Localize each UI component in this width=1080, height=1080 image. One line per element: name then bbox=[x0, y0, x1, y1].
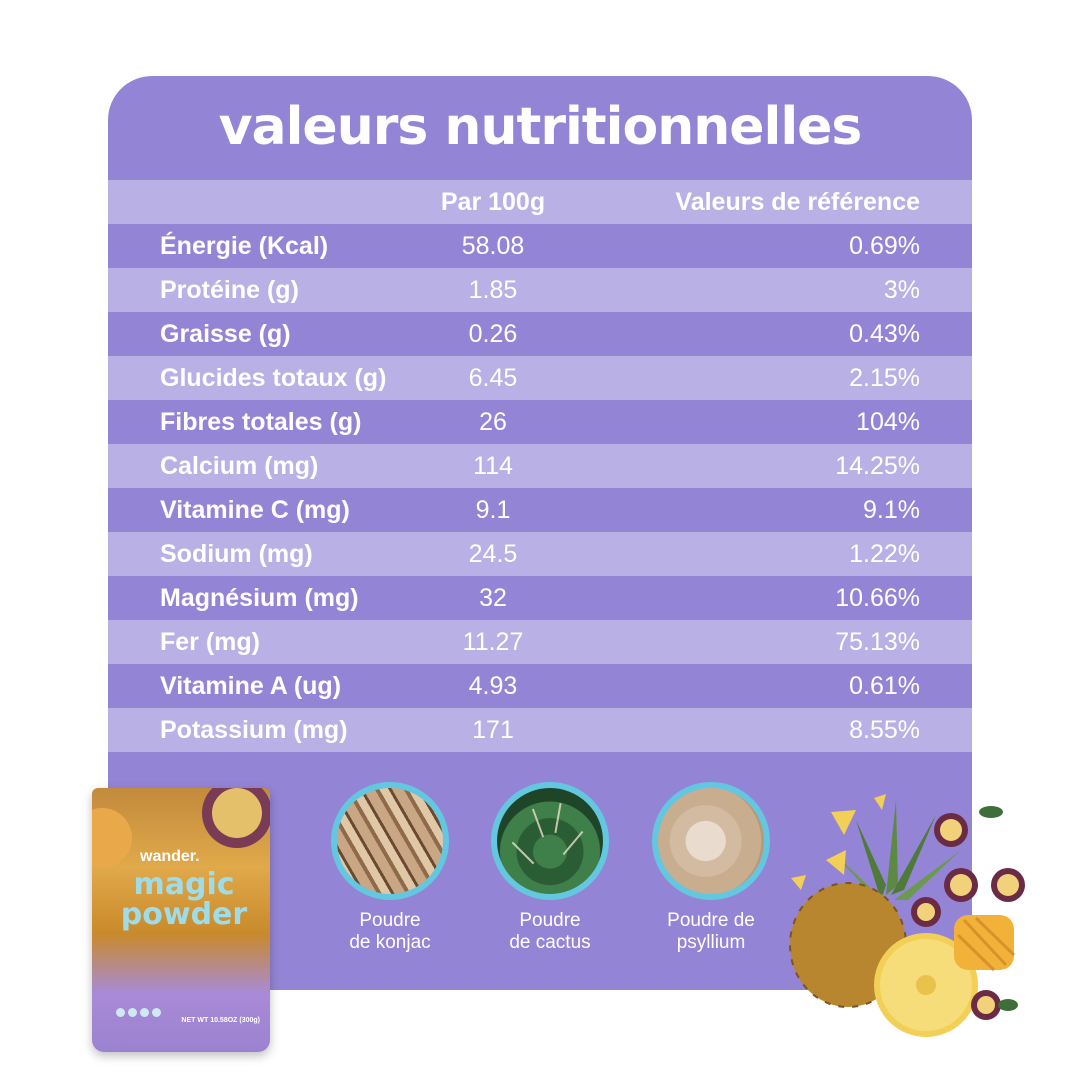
nutrient-reference: 3% bbox=[883, 276, 920, 304]
nutrient-reference: 1.22% bbox=[849, 540, 920, 568]
fruit-illustration bbox=[789, 794, 1025, 1037]
nutrient-name: Vitamine A (ug) bbox=[160, 672, 342, 700]
ingredient-label-line2: de cactus bbox=[509, 932, 591, 953]
ingredient-label-line1: Poudre bbox=[359, 910, 421, 931]
table-row: Magnésium (mg) 32 10.66% bbox=[108, 576, 972, 620]
table-row: Glucides totaux (g) 6.45 2.15% bbox=[108, 356, 972, 400]
package-net-weight: NET WT 10.58OZ (300g) bbox=[181, 1017, 260, 1024]
nutrient-reference: 0.43% bbox=[849, 320, 920, 348]
nutrient-reference: 104% bbox=[856, 408, 920, 436]
nutrient-name: Énergie (Kcal) bbox=[160, 232, 329, 260]
table-row: Protéine (g) 1.85 3% bbox=[108, 268, 972, 312]
table-row: Vitamine A (ug) 4.93 0.61% bbox=[108, 664, 972, 708]
nutrient-reference: 0.69% bbox=[849, 232, 920, 260]
package-name-line1: magic bbox=[133, 867, 235, 902]
ingredient-label: Poudre de cactus bbox=[485, 910, 615, 954]
package-brand: wander. bbox=[140, 848, 200, 865]
konjac-icon bbox=[331, 782, 449, 900]
table-row: Vitamine C (mg) 9.1 9.1% bbox=[108, 488, 972, 532]
nutrient-name: Sodium (mg) bbox=[160, 540, 313, 568]
nutrient-reference: 10.66% bbox=[835, 584, 920, 612]
package-name-line2: powder bbox=[120, 897, 248, 932]
ingredient-konjac: Poudre de konjac bbox=[325, 782, 455, 954]
package-icons bbox=[116, 1004, 164, 1022]
ingredient-label: Poudre de konjac bbox=[325, 910, 455, 954]
table-row: Calcium (mg) 114 14.25% bbox=[108, 444, 972, 488]
ingredient-psyllium: Poudre de psyllium bbox=[646, 782, 776, 954]
nutrient-name: Magnésium (mg) bbox=[160, 584, 359, 612]
nutrient-value: 4.93 bbox=[468, 672, 518, 700]
nutrient-reference: 14.25% bbox=[835, 452, 920, 480]
nutrient-value: 9.1 bbox=[475, 496, 511, 524]
ingredient-label-line2: psyllium bbox=[676, 932, 746, 953]
table-row: Fibres totales (g) 26 104% bbox=[108, 400, 972, 444]
nutrient-value: 1.85 bbox=[468, 276, 518, 304]
nutrient-reference: 0.61% bbox=[849, 672, 920, 700]
package-name: magic powder bbox=[104, 870, 264, 930]
ingredient-label: Poudre de psyllium bbox=[646, 910, 776, 954]
nutrient-name: Potassium (mg) bbox=[160, 716, 348, 744]
header-reference: Valeurs de référence bbox=[675, 188, 920, 216]
product-package: wander. magic powder NET WT 10.58OZ (300… bbox=[92, 788, 270, 1052]
table-row: Énergie (Kcal) 58.08 0.69% bbox=[108, 224, 972, 268]
nutrition-table: Par 100g Valeurs de référence Énergie (K… bbox=[108, 180, 972, 752]
nutrient-name: Graisse (g) bbox=[160, 320, 291, 348]
ingredient-label-line2: de konjac bbox=[349, 932, 431, 953]
nutrient-value: 58.08 bbox=[461, 232, 525, 260]
nutrient-value: 26 bbox=[479, 408, 507, 436]
nutrient-value: 0.26 bbox=[468, 320, 518, 348]
table-row: Graisse (g) 0.26 0.43% bbox=[108, 312, 972, 356]
table-row: Sodium (mg) 24.5 1.22% bbox=[108, 532, 972, 576]
nutrient-reference: 75.13% bbox=[835, 628, 920, 656]
ingredient-label-line1: Poudre de bbox=[667, 910, 755, 931]
nutrient-reference: 2.15% bbox=[849, 364, 920, 392]
nutrient-name: Protéine (g) bbox=[160, 276, 299, 304]
nutrient-value: 11.27 bbox=[462, 628, 524, 656]
nutrient-reference: 8.55% bbox=[849, 716, 920, 744]
nutrient-name: Calcium (mg) bbox=[160, 452, 319, 480]
psyllium-icon bbox=[652, 782, 770, 900]
table-row: Potassium (mg) 171 8.55% bbox=[108, 708, 972, 752]
nutrient-name: Fer (mg) bbox=[160, 628, 260, 656]
nutrient-name: Vitamine C (mg) bbox=[160, 496, 350, 524]
nutrient-value: 24.5 bbox=[468, 540, 518, 568]
ingredient-label-line1: Poudre bbox=[519, 910, 581, 931]
nutrient-name: Fibres totales (g) bbox=[160, 408, 362, 436]
nutrient-value: 32 bbox=[479, 584, 507, 612]
header-per-100g: Par 100g bbox=[440, 188, 546, 216]
nutrient-name: Glucides totaux (g) bbox=[160, 364, 387, 392]
nutrient-value: 171 bbox=[472, 716, 514, 744]
nutrient-value: 114 bbox=[473, 452, 513, 480]
ingredient-cactus: Poudre de cactus bbox=[485, 782, 615, 954]
nutrient-reference: 9.1% bbox=[863, 496, 920, 524]
cactus-icon bbox=[491, 782, 609, 900]
nutrient-value: 6.45 bbox=[468, 364, 518, 392]
table-header-row: Par 100g Valeurs de référence bbox=[108, 180, 972, 224]
table-row: Fer (mg) 11.27 75.13% bbox=[108, 620, 972, 664]
page-title: valeurs nutritionnelles bbox=[218, 97, 863, 157]
